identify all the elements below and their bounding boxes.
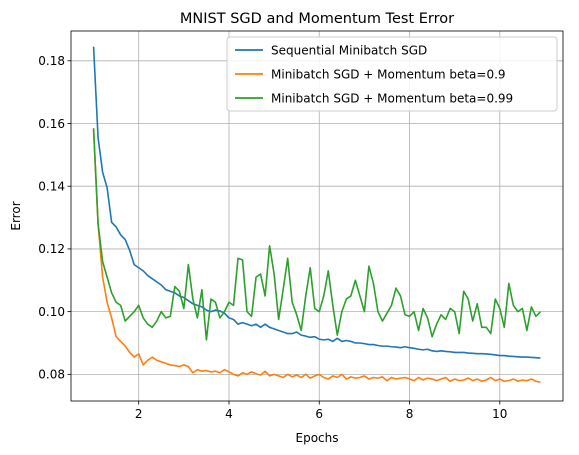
y-tick-label: 0.16 bbox=[38, 117, 65, 131]
y-tick-label: 0.10 bbox=[38, 305, 65, 319]
chart-title: MNIST SGD and Momentum Test Error bbox=[180, 11, 454, 27]
x-axis: 2 4 6 8 10 bbox=[135, 401, 507, 421]
y-axis: 0.08 0.10 0.12 0.14 0.16 0.18 bbox=[38, 54, 71, 382]
y-tick-label: 0.18 bbox=[38, 54, 65, 68]
legend-box bbox=[226, 36, 558, 112]
legend-entry: Sequential Minibatch SGD bbox=[271, 43, 427, 57]
x-tick-label: 4 bbox=[225, 407, 233, 421]
x-tick-label: 6 bbox=[315, 407, 323, 421]
y-tick-label: 0.12 bbox=[38, 242, 65, 256]
legend-entry: Minibatch SGD + Momentum beta=0.99 bbox=[271, 91, 513, 105]
legend-entry: Minibatch SGD + Momentum beta=0.9 bbox=[271, 67, 506, 81]
y-axis-label: Error bbox=[9, 201, 23, 230]
axes-frame bbox=[70, 30, 564, 402]
series-layer bbox=[92, 46, 542, 383]
legend: Sequential Minibatch SGD Minibatch SGD + … bbox=[226, 36, 558, 112]
y-tick-label: 0.14 bbox=[38, 180, 65, 194]
y-tick-label: 0.08 bbox=[38, 368, 65, 382]
x-tick-label: 8 bbox=[406, 407, 414, 421]
series-line-2 bbox=[92, 129, 541, 383]
x-axis-label: Epochs bbox=[296, 431, 339, 445]
series-line-3 bbox=[92, 128, 542, 341]
series-line-1 bbox=[92, 46, 541, 359]
x-tick-label: 2 bbox=[135, 407, 143, 421]
x-tick-label: 10 bbox=[492, 407, 507, 421]
